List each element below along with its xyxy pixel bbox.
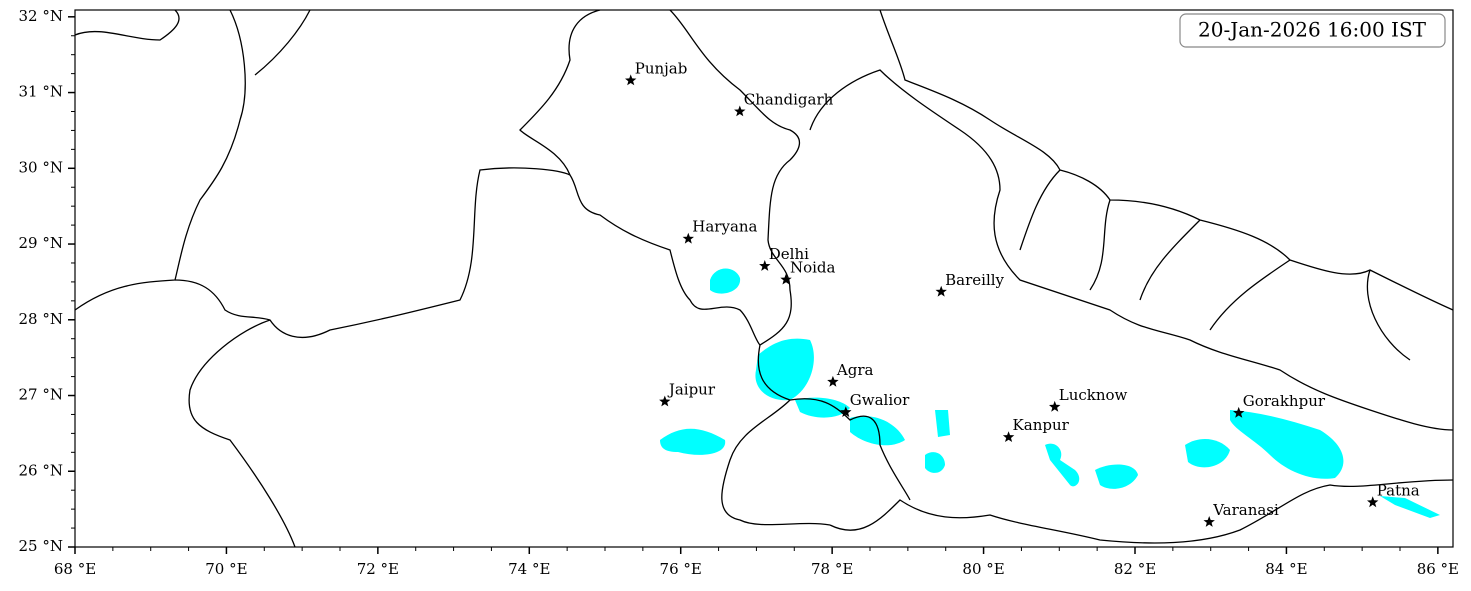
x-tick-label: 76 °E bbox=[660, 560, 702, 578]
x-tick-label: 74 °E bbox=[508, 560, 550, 578]
city-label: Punjab bbox=[635, 59, 688, 77]
y-tick-label: 29 °N bbox=[19, 234, 63, 252]
y-tick-label: 31 °N bbox=[19, 83, 63, 101]
city-label: Bareilly bbox=[945, 271, 1004, 289]
y-tick-label: 27 °N bbox=[19, 386, 63, 404]
y-tick-label: 28 °N bbox=[19, 310, 63, 328]
x-tick-label: 84 °E bbox=[1265, 560, 1307, 578]
x-tick-label: 78 °E bbox=[811, 560, 853, 578]
city-marker bbox=[1233, 406, 1245, 418]
y-tick-label: 26 °N bbox=[19, 461, 63, 479]
city-label: Kanpur bbox=[1013, 416, 1070, 434]
y-tick-label: 25 °N bbox=[19, 537, 63, 555]
city-marker bbox=[734, 105, 746, 117]
x-tick-label: 82 °E bbox=[1114, 560, 1156, 578]
city-marker bbox=[625, 74, 637, 86]
plot-frame bbox=[74, 9, 1454, 548]
city-label: Gwalior bbox=[850, 391, 910, 409]
city-marker bbox=[935, 285, 947, 297]
city-marker bbox=[759, 260, 771, 271]
city-label: Gorakhpur bbox=[1243, 392, 1326, 410]
city-marker bbox=[1002, 431, 1015, 442]
city-marker bbox=[840, 406, 852, 417]
y-tick-label: 32 °N bbox=[19, 7, 63, 25]
city-label: Agra bbox=[836, 361, 874, 379]
city-label: Varanasi bbox=[1212, 501, 1279, 519]
city-marker bbox=[659, 395, 671, 407]
city-marker bbox=[780, 273, 792, 285]
city-label: Haryana bbox=[692, 218, 757, 236]
city-marker bbox=[1049, 400, 1061, 412]
city-label: Jaipur bbox=[667, 381, 716, 399]
city-label: Lucknow bbox=[1059, 386, 1128, 404]
city-marker bbox=[682, 232, 694, 244]
city-label: Chandigarh bbox=[744, 90, 834, 108]
x-tick-label: 70 °E bbox=[205, 560, 247, 578]
city-label: Noida bbox=[790, 259, 836, 277]
y-tick-label: 30 °N bbox=[19, 158, 63, 176]
x-tick-label: 68 °E bbox=[54, 560, 96, 578]
city-label: Patna bbox=[1377, 481, 1420, 499]
city-label: Delhi bbox=[769, 245, 809, 263]
timestamp: 20-Jan-2026 16:00 IST bbox=[1198, 18, 1427, 42]
boundaries bbox=[75, 10, 1453, 547]
city-marker bbox=[827, 375, 839, 387]
city-marker bbox=[1367, 496, 1379, 508]
x-tick-label: 86 °E bbox=[1417, 560, 1459, 578]
timestamp-box bbox=[1179, 13, 1446, 48]
x-tick-label: 80 °E bbox=[962, 560, 1004, 578]
city-marker bbox=[1203, 516, 1215, 527]
map-layer bbox=[75, 10, 1453, 547]
x-tick-label: 72 °E bbox=[357, 560, 399, 578]
fog-patches bbox=[660, 268, 1440, 518]
